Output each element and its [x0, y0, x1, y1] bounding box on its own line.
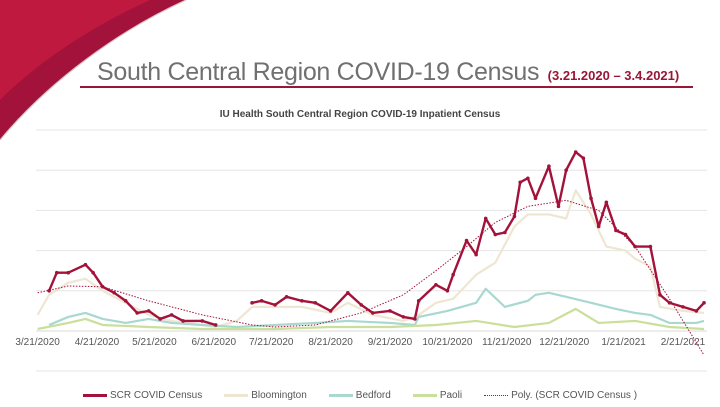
data-point: [250, 301, 254, 305]
data-point: [518, 180, 522, 185]
x-tick-label: 5/21/2020: [132, 337, 177, 348]
series-line-scr-covid-census: [251, 150, 705, 321]
date-range: (3.21.2020 – 3.4.2021): [547, 68, 680, 83]
legend-label: Paoli: [439, 390, 463, 401]
legend-item: Poly. (SCR COVID Census ): [484, 390, 637, 401]
data-point: [313, 301, 318, 305]
data-point: [135, 311, 139, 315]
data-point: [596, 224, 601, 229]
x-tick-label: 12/21/2020: [539, 337, 589, 348]
data-point: [604, 200, 609, 205]
data-point: [681, 305, 685, 309]
data-point: [359, 303, 364, 307]
legend-label: SCR COVID Census: [109, 390, 203, 401]
data-point: [648, 244, 653, 249]
slide-title: South Central Region COVID-19 Census (3.…: [97, 58, 679, 87]
legend-swatch: [82, 394, 107, 397]
data-point: [483, 216, 488, 221]
data-point: [66, 270, 71, 275]
x-tick-label: 3/21/2020: [15, 337, 60, 348]
data-point: [200, 319, 205, 323]
title-text: South Central Region COVID-19 Census: [97, 58, 540, 86]
x-tick-label: 9/21/2020: [368, 337, 413, 348]
data-point: [273, 303, 277, 307]
data-point: [464, 238, 469, 243]
data-point: [573, 150, 578, 154]
data-point: [493, 232, 498, 237]
red-swoosh-decoration: [0, 0, 187, 141]
data-point: [146, 309, 151, 313]
data-point: [556, 204, 561, 209]
legend-item: SCR COVID Census: [82, 390, 203, 401]
data-point: [83, 262, 88, 267]
data-point: [702, 301, 706, 305]
data-point: [503, 230, 507, 235]
legend-item: Paoli: [412, 390, 463, 401]
data-point: [54, 270, 59, 275]
data-point: [91, 270, 95, 275]
data-point: [658, 293, 662, 297]
data-point: [581, 156, 586, 160]
data-point: [346, 291, 350, 295]
x-tick-label: 11/21/2020: [482, 337, 532, 348]
data-point: [181, 319, 185, 323]
x-tick-label: 2/21/2021: [661, 337, 706, 348]
data-point: [328, 309, 333, 313]
data-point: [284, 295, 289, 299]
legend-swatch: [484, 395, 509, 396]
data-point: [589, 196, 593, 201]
data-point: [474, 252, 478, 257]
x-tick-label: 1/21/2021: [601, 337, 646, 348]
data-point: [123, 299, 128, 303]
data-point: [526, 176, 530, 181]
data-point: [370, 311, 375, 315]
series-line-poly-scr-covid-census: [37, 199, 705, 356]
data-point: [100, 284, 105, 289]
data-point: [533, 196, 538, 201]
data-point: [112, 291, 116, 295]
data-point: [213, 323, 218, 327]
legend-swatch: [412, 394, 437, 397]
data-point: [416, 299, 421, 303]
x-tick-label: 10/21/2020: [422, 337, 472, 348]
chart-title: IU Health South Central Region COVID-19 …: [219, 109, 501, 120]
data-point: [667, 301, 672, 305]
data-point: [547, 164, 551, 168]
data-point: [694, 309, 699, 313]
data-point: [158, 317, 162, 321]
legend-swatch: [328, 394, 353, 397]
data-point: [401, 315, 406, 319]
data-point: [564, 168, 568, 172]
data-point: [388, 309, 392, 313]
data-point: [512, 214, 517, 219]
legend-item: Bloomington: [224, 390, 307, 401]
data-point: [434, 282, 438, 287]
data-point: [413, 317, 417, 321]
legend-item: Bedford: [328, 390, 391, 401]
data-point: [300, 299, 304, 303]
legend-swatch: [224, 394, 249, 397]
x-tick-label: 6/21/2020: [192, 337, 237, 348]
x-tick-label: 8/21/2020: [308, 337, 353, 348]
x-tick-label: 4/21/2020: [75, 337, 120, 348]
data-point: [614, 228, 618, 233]
legend-label: Poly. (SCR COVID Census ): [511, 390, 638, 401]
x-tick-label: 7/21/2020: [249, 337, 294, 348]
data-point: [259, 299, 264, 303]
legend-label: Bloomington: [251, 390, 307, 401]
data-point: [623, 232, 628, 237]
series-line-bedford: [48, 287, 705, 329]
title-underline: [80, 86, 693, 88]
legend-label: Bedford: [355, 390, 391, 401]
series-line-paoli: [37, 307, 705, 331]
data-point: [451, 272, 455, 277]
data-point: [445, 289, 450, 293]
data-point: [169, 313, 174, 317]
legend: SCR COVID Census Bloomington Bedford Paoli P…: [0, 390, 720, 401]
